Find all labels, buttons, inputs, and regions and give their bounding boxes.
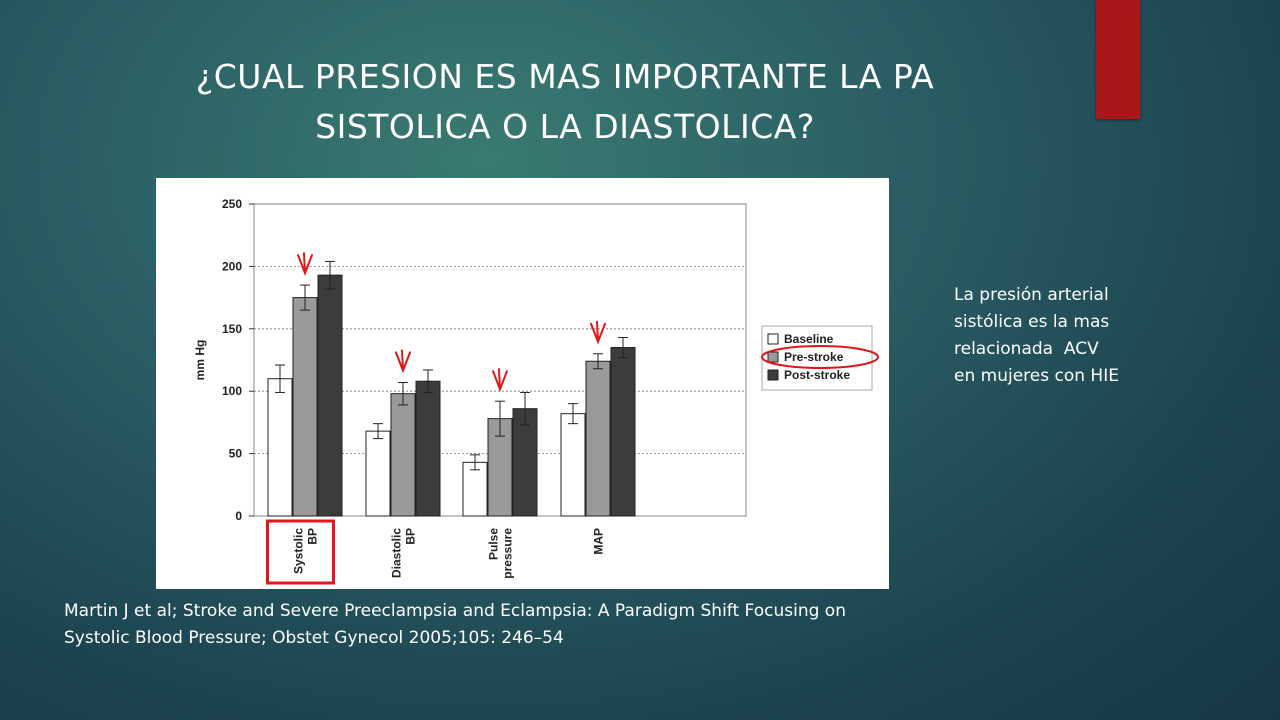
- bar-pre-stroke: [390, 393, 416, 517]
- citation-line-1: Martin J et al; Stroke and Severe Preecl…: [64, 601, 846, 621]
- side-note-line-3: relacionada ACV: [954, 339, 1099, 359]
- accent-bar: [1096, 0, 1140, 119]
- legend-highlight-ellipse: [761, 345, 879, 369]
- legend-label: Pre-stroke: [784, 350, 844, 364]
- slide-title: ¿CUAL PRESION ES MAS IMPORTANTE LA PA SI…: [110, 52, 1020, 152]
- bar-post-stroke: [415, 380, 441, 517]
- x-tick-label: Diastolic: [390, 528, 404, 578]
- title-line-2: SISTOLICA O LA DIASTOLICA?: [315, 107, 815, 146]
- side-note-line-4: en mujeres con HIE: [954, 366, 1119, 386]
- citation: Martin J et al; Stroke and Severe Preecl…: [64, 598, 1204, 652]
- red-arrow-icon: [395, 349, 411, 374]
- bar-pre-stroke: [487, 418, 513, 517]
- legend-box: [761, 325, 873, 391]
- bar-baseline: [462, 461, 488, 517]
- y-tick-label: 150: [222, 322, 242, 336]
- y-tick-label: 0: [235, 509, 242, 523]
- bar-baseline: [267, 378, 293, 517]
- citation-line-2: Systolic Blood Pressure; Obstet Gynecol …: [64, 628, 564, 648]
- highlight-box: [266, 519, 335, 585]
- y-tick-label: 250: [222, 197, 242, 211]
- x-tick-label: Pulse: [487, 528, 501, 560]
- bar-baseline: [365, 430, 391, 517]
- legend-label: Post-stroke: [784, 368, 850, 382]
- x-tick-label: pressure: [501, 528, 515, 579]
- red-arrow-icon: [297, 252, 313, 276]
- y-tick-label: 200: [222, 259, 242, 273]
- bar-post-stroke: [610, 347, 636, 517]
- side-note-line-1: La presión arterial: [954, 285, 1109, 305]
- title-line-1: ¿CUAL PRESION ES MAS IMPORTANTE LA PA: [195, 57, 935, 96]
- bar-post-stroke: [317, 274, 343, 517]
- side-note: La presión arterial sistólica es la mas …: [954, 282, 1204, 390]
- y-tick-label: 50: [229, 447, 243, 461]
- red-arrow-icon: [492, 368, 508, 392]
- side-note-line-2: sistólica es la mas: [954, 312, 1110, 332]
- bar-pre-stroke: [292, 297, 318, 517]
- legend-swatch: [767, 369, 779, 381]
- red-arrow-icon: [590, 320, 606, 345]
- x-tick-label: Systolic: [292, 528, 306, 574]
- chart-image: 0 50 100 150 200 250 mm Hg Systolic BP Diastolic B…: [156, 178, 889, 589]
- y-axis-label: mm Hg: [193, 340, 207, 381]
- legend-swatch: [767, 351, 779, 363]
- x-tick-label: BP: [404, 528, 418, 545]
- x-tick-label: MAP: [592, 528, 606, 555]
- bar-post-stroke: [512, 408, 538, 517]
- y-tick-label: 100: [222, 384, 242, 398]
- bar-pre-stroke: [585, 360, 611, 517]
- legend-label: Baseline: [784, 332, 834, 346]
- bar-baseline: [560, 413, 586, 517]
- x-tick-label: BP: [306, 528, 320, 545]
- legend-swatch: [767, 333, 779, 345]
